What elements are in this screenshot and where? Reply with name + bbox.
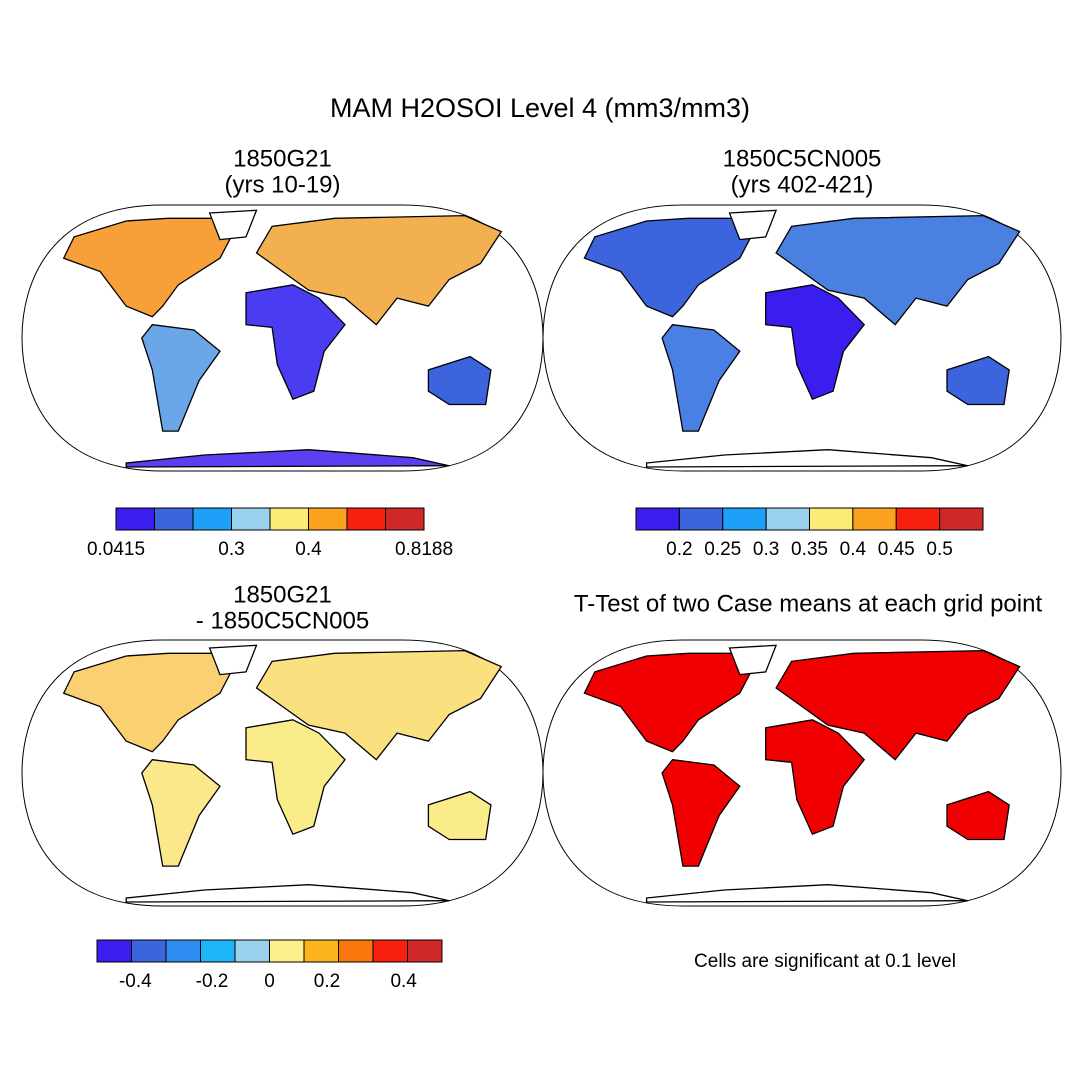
note: Cells are significant at 0.1 level (694, 951, 956, 972)
continent (775, 649, 1021, 761)
colorbar-box (385, 507, 425, 531)
colorbar-label: 0.2 (314, 971, 340, 992)
panel-title: (yrs 10-19) (224, 171, 340, 198)
colorbar-box (154, 507, 194, 531)
continent (125, 449, 450, 468)
continent (245, 719, 346, 836)
colorbar-box (269, 507, 309, 531)
colorbar-label: 0.3 (753, 539, 779, 560)
continent (765, 719, 866, 836)
map-panel (21, 639, 544, 907)
panel-title: (yrs 402-421) (731, 171, 874, 198)
continent (765, 284, 866, 401)
colorbar-box (234, 939, 270, 963)
continent (728, 644, 778, 676)
colorbar-label: 0.4 (390, 971, 417, 992)
continent (208, 644, 258, 676)
continent (728, 209, 778, 241)
continent (427, 790, 492, 841)
colorbar-box (192, 507, 232, 531)
panel-title: T-Test of two Case means at each grid po… (574, 590, 1043, 617)
colorbar-label: 0.8188 (395, 539, 453, 560)
panel-title: - 1850C5CN005 (196, 607, 369, 634)
colorbar-box (809, 507, 854, 531)
continent (583, 652, 762, 753)
continent (645, 884, 968, 903)
colorbar-box (115, 507, 155, 531)
continent (645, 449, 968, 468)
colorbar-box (200, 939, 236, 963)
colorbar-box (308, 507, 348, 531)
colorbar-box (231, 507, 271, 531)
colorbar-label: 0.0415 (87, 539, 145, 560)
colorbar-box (765, 507, 810, 531)
panel-title: 1850G21 (233, 145, 332, 172)
colorbar-box (346, 507, 386, 531)
colorbar-label: 0.4 (295, 539, 322, 560)
colorbar-box (635, 507, 680, 531)
colorbar-label: 0.25 (704, 539, 741, 560)
colorbar-label: 0.45 (878, 539, 915, 560)
colorbar-box (722, 507, 767, 531)
colorbar-label: -0.2 (196, 971, 229, 992)
colorbar-box (895, 507, 941, 531)
colorbar-label: -0.4 (119, 971, 152, 992)
panel-title: 1850G21 (233, 581, 332, 608)
continent (208, 209, 258, 241)
continent (583, 217, 762, 318)
continent (141, 759, 221, 867)
colorbar-label: 0.5 (926, 539, 952, 560)
colorbar-box (372, 939, 408, 963)
colorbar-box (165, 939, 201, 963)
continent (245, 284, 346, 401)
colorbar-box (269, 939, 305, 963)
figure-title: MAM H2OSOI Level 4 (mm3/mm3) (330, 93, 750, 123)
colorbar: 0.0415 0.3 0.4 0.8188 (87, 507, 453, 560)
colorbar-box (131, 939, 167, 963)
map-panel (21, 204, 544, 472)
colorbar: -0.4 -0.2 0 0.2 0.4 (96, 939, 443, 992)
continent (62, 652, 242, 753)
map-panel (542, 639, 1062, 907)
continent (125, 884, 450, 903)
colorbar-box (939, 507, 984, 531)
colorbar-label: 0.35 (791, 539, 828, 560)
continent (946, 790, 1010, 841)
colorbar-label: 0.2 (666, 539, 692, 560)
colorbar-label: 0 (264, 971, 275, 992)
continent (62, 217, 242, 318)
continent (141, 324, 221, 432)
continent (661, 324, 741, 432)
continent (661, 759, 741, 867)
colorbar-box (338, 939, 374, 963)
colorbar-box (852, 507, 897, 531)
colorbar-label: 0.3 (218, 539, 244, 560)
continent (255, 214, 503, 326)
continent (775, 214, 1021, 326)
continent (946, 355, 1010, 406)
colorbar-box (96, 939, 132, 963)
panel-title: 1850C5CN005 (723, 145, 882, 172)
colorbar-label: 0.4 (840, 539, 867, 560)
continent (427, 355, 492, 406)
map-panel (542, 204, 1062, 472)
colorbar-box (303, 939, 339, 963)
colorbar-box (678, 507, 724, 531)
continent (255, 649, 503, 761)
colorbar: 0.2 0.25 0.3 0.35 0.4 0.45 0.5 (635, 507, 984, 560)
colorbar-box (407, 939, 443, 963)
